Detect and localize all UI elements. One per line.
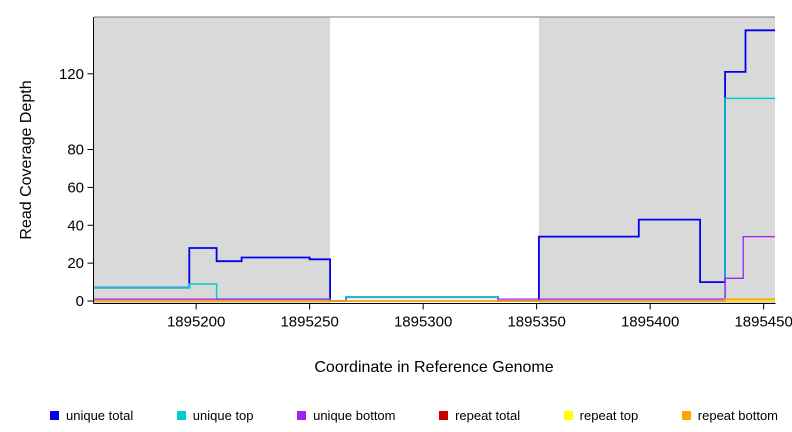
legend-marker-unique-total [50,410,59,420]
legend-marker-repeat-top [563,410,573,420]
legend-marker-repeat-total [439,410,449,420]
legend-label-unique-top: unique top [192,407,254,423]
shaded-region [94,17,331,304]
legend-item-repeat-top: repeat top [563,407,639,423]
y-tick-label: 40 [67,217,84,234]
legend-item-repeat-bottom: repeat bottom [681,407,778,423]
legend-label-repeat-bottom: repeat bottom [697,407,778,423]
legend: unique total unique top unique bottom repea… [0,388,792,432]
x-tick-label: 1895350 [507,314,565,331]
x-tick-label: 1895450 [734,314,792,331]
legend-item-unique-bottom: unique bottom [297,407,396,423]
legend-item-unique-top: unique top [176,407,254,423]
y-tick-label: 20 [67,255,84,272]
legend-marker-repeat-bottom [681,410,691,420]
x-tick-label: 1895400 [621,314,679,331]
y-tick-label: 60 [67,179,84,196]
x-tick-label: 1895250 [280,314,338,331]
legend-label-unique-total: unique total [66,407,134,423]
legend-label-unique-bottom: unique bottom [313,407,396,423]
legend-marker-unique-bottom [297,410,307,420]
plot-area: 1895200 1895250 1895300 1895350 1895400 18954… [59,16,792,331]
legend-label-repeat-top: repeat top [579,407,639,423]
legend-label-repeat-total: repeat total [455,407,521,423]
series-line-repeat-bottom [94,298,775,302]
series-line-unique-bottom [94,235,775,302]
coverage-plot: 1895200 1895250 1895300 1895350 1895400 18954… [18,16,792,376]
legend-item-unique-total: unique total [50,408,133,423]
legend-item-repeat-total: repeat total [439,408,520,423]
x-tick-label: 1895300 [394,314,452,331]
y-axis-title: Read Coverage Depth [18,80,35,239]
x-axis-title: Coordinate in Reference Genome [314,359,553,376]
y-tick-label: 0 [76,293,84,310]
x-tick-label: 1895200 [167,314,225,331]
y-tick-label: 120 [59,66,84,83]
shaded-region [538,17,775,304]
y-tick-label: 80 [67,142,84,159]
legend-marker-unique-top [176,410,186,420]
